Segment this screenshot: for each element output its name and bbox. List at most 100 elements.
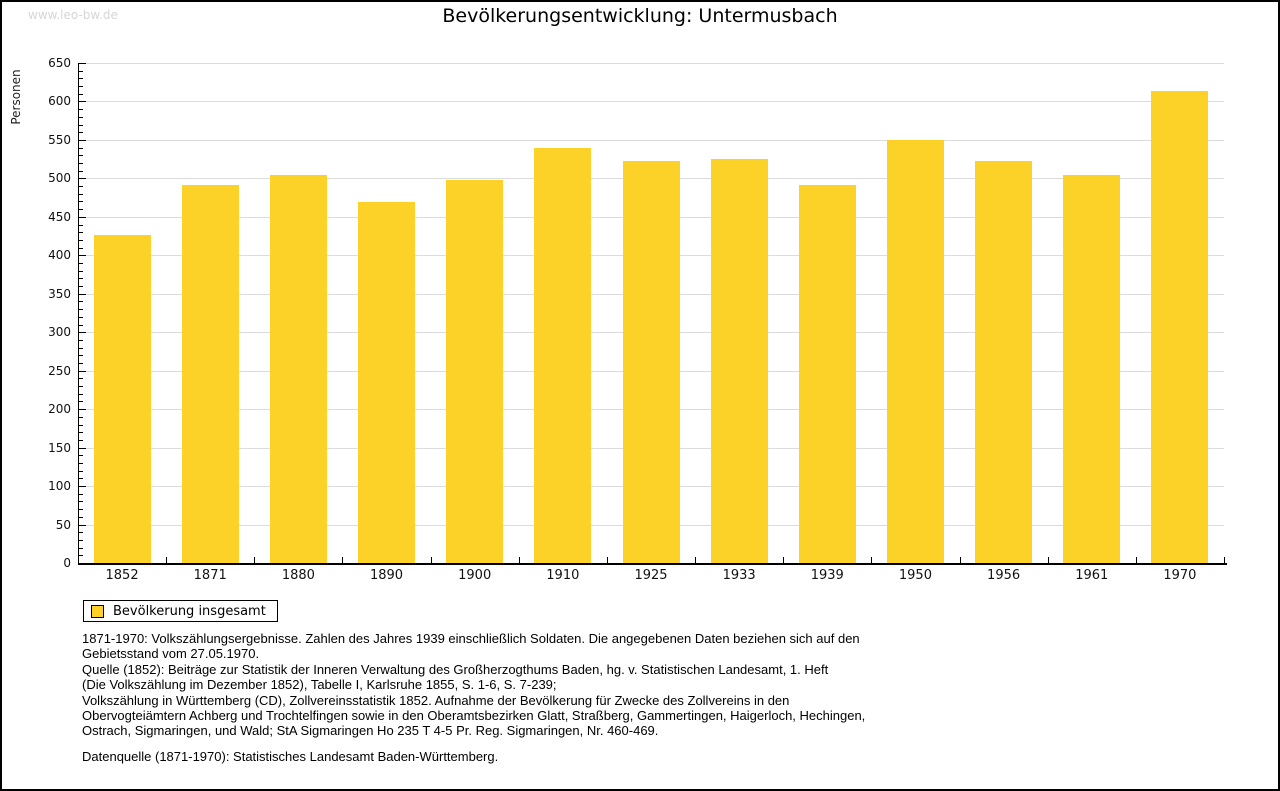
bar-1890 bbox=[358, 202, 416, 563]
footer-datasource-line: Datenquelle (1871-1970): Statistisches L… bbox=[82, 748, 499, 764]
y-axis-line bbox=[78, 63, 79, 564]
y-tick-330 bbox=[79, 309, 83, 311]
x-boundary-tick-4 bbox=[430, 557, 432, 563]
y-tick-label-150: 150 bbox=[48, 440, 71, 455]
bar-1852 bbox=[93, 234, 151, 563]
y-tick-270 bbox=[79, 355, 83, 357]
x-boundary-tick-11 bbox=[1047, 557, 1049, 563]
y-tick-460 bbox=[79, 209, 83, 211]
x-tick-label-1871: 1871 bbox=[193, 568, 227, 583]
y-tick-60 bbox=[79, 516, 83, 518]
y-tick-510 bbox=[79, 170, 83, 172]
footer-line: Obervogteiämtern Achberg und Trochtelfin… bbox=[82, 708, 866, 724]
y-tick-400 bbox=[79, 255, 86, 257]
watermark: www.leo-bw.de bbox=[28, 8, 118, 22]
y-tick-230 bbox=[79, 386, 83, 388]
y-tick-570 bbox=[79, 124, 83, 126]
y-tick-160 bbox=[79, 439, 83, 441]
x-tick-label-1880: 1880 bbox=[281, 568, 315, 583]
x-boundary-tick-13 bbox=[1224, 557, 1225, 563]
x-boundary-tick-1 bbox=[166, 557, 168, 563]
x-boundary-tick-12 bbox=[1135, 557, 1137, 563]
y-tick-90 bbox=[79, 493, 83, 495]
bar-1956 bbox=[975, 161, 1033, 563]
y-tick-label-500: 500 bbox=[48, 171, 71, 186]
y-tick-310 bbox=[79, 324, 83, 326]
y-tick-0 bbox=[79, 563, 86, 564]
y-tick-260 bbox=[79, 363, 83, 364]
y-tick-label-200: 200 bbox=[48, 402, 71, 417]
x-boundary-tick-6 bbox=[606, 557, 608, 563]
y-tick-120 bbox=[79, 470, 83, 472]
y-tick-560 bbox=[79, 132, 83, 134]
legend-label: Bevölkerung insgesamt bbox=[113, 603, 266, 619]
x-tick-label-1933: 1933 bbox=[722, 568, 756, 583]
y-tick-label-0: 0 bbox=[63, 556, 71, 570]
y-tick-240 bbox=[79, 378, 83, 380]
footer-line: Gebietsstand vom 27.05.1970. bbox=[82, 646, 260, 662]
x-boundary-tick-8 bbox=[783, 557, 785, 563]
gridline-550 bbox=[79, 139, 1224, 141]
y-tick-80 bbox=[79, 501, 83, 503]
y-tick-320 bbox=[79, 316, 83, 318]
y-tick-210 bbox=[79, 401, 83, 403]
plot-area bbox=[78, 63, 1224, 563]
y-tick-190 bbox=[79, 416, 83, 418]
y-tick-390 bbox=[79, 263, 83, 264]
y-tick-label-650: 650 bbox=[48, 56, 71, 70]
footer-line: Quelle (1852): Beiträge zur Statistik de… bbox=[82, 661, 829, 677]
y-tick-150 bbox=[79, 447, 86, 449]
y-tick-350 bbox=[79, 293, 86, 295]
y-tick-380 bbox=[79, 270, 83, 272]
y-tick-100 bbox=[79, 486, 86, 488]
bar-1910 bbox=[534, 148, 592, 563]
y-tick-300 bbox=[79, 332, 86, 334]
y-tick-label-300: 300 bbox=[48, 325, 71, 340]
footer-line: 1871-1970: Volkszählungsergebnisse. Zahl… bbox=[82, 631, 860, 646]
bar-1950 bbox=[886, 139, 944, 563]
y-tick-20 bbox=[79, 547, 83, 549]
y-tick-470 bbox=[79, 201, 83, 203]
y-tick-label-100: 100 bbox=[48, 479, 71, 494]
y-axis-title: Personen bbox=[9, 69, 23, 125]
y-tick-40 bbox=[79, 532, 83, 534]
chart-title: Bevölkerungsentwicklung: Untermusbach bbox=[442, 5, 838, 27]
x-tick-label-1910: 1910 bbox=[546, 568, 580, 583]
y-tick-600 bbox=[79, 101, 86, 103]
y-tick-130 bbox=[79, 463, 83, 464]
y-tick-440 bbox=[79, 224, 83, 226]
y-tick-360 bbox=[79, 286, 83, 288]
x-boundary-tick-5 bbox=[518, 557, 520, 563]
y-tick-10 bbox=[79, 555, 83, 557]
legend: Bevölkerung insgesamt bbox=[83, 600, 278, 622]
footer-source-notes: 1871-1970: Volkszählungsergebnisse. Zahl… bbox=[82, 631, 922, 764]
x-boundary-tick-3 bbox=[342, 557, 344, 563]
x-tick-label-1925: 1925 bbox=[634, 568, 668, 583]
y-tick-420 bbox=[79, 239, 83, 241]
x-tick-label-1961: 1961 bbox=[1075, 568, 1109, 583]
bar-1880 bbox=[269, 174, 327, 563]
bar-1900 bbox=[446, 179, 504, 563]
y-tick-label-400: 400 bbox=[48, 248, 71, 263]
y-tick-450 bbox=[79, 216, 86, 218]
y-tick-650 bbox=[79, 63, 86, 64]
y-tick-340 bbox=[79, 301, 83, 303]
x-tick-label-1939: 1939 bbox=[810, 568, 844, 583]
footer-line: (Die Volkszählung im Dezember 1852), Tab… bbox=[82, 677, 557, 693]
y-tick-280 bbox=[79, 347, 83, 349]
y-tick-label-550: 550 bbox=[48, 132, 71, 147]
y-tick-250 bbox=[79, 370, 86, 372]
y-tick-label-50: 50 bbox=[55, 517, 71, 532]
y-tick-30 bbox=[79, 539, 83, 541]
y-tick-500 bbox=[79, 178, 86, 180]
y-tick-70 bbox=[79, 509, 83, 511]
y-tick-370 bbox=[79, 278, 83, 280]
bar-1939 bbox=[798, 185, 856, 563]
y-tick-180 bbox=[79, 424, 83, 426]
y-tick-50 bbox=[79, 524, 86, 526]
bar-1871 bbox=[181, 185, 239, 563]
x-boundary-tick-10 bbox=[959, 557, 961, 563]
y-tick-label-600: 600 bbox=[48, 94, 71, 109]
y-tick-480 bbox=[79, 193, 83, 195]
